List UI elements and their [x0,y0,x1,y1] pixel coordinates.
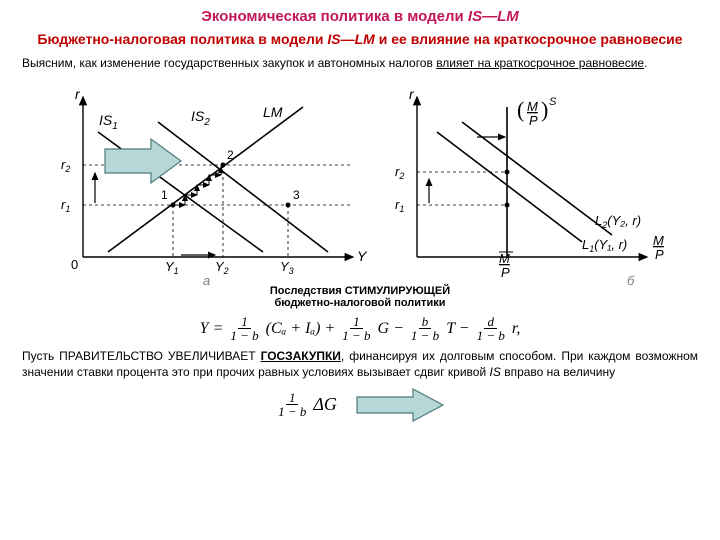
r2s: 2 [64,164,70,174]
mbar-den: P [501,265,510,280]
dd: 1 − b [275,405,309,418]
f1n: 1 [238,315,251,329]
p2-u: ГОСЗАКУПКИ [261,349,341,363]
svg-text:r2: r2 [395,164,404,181]
mp-den: P [655,247,664,262]
is1-sub: 1 [112,121,118,132]
title-model: IS—LM [468,8,519,25]
figure-caption: Последствия СТИМУЛИРУЮЩЕЙ бюджетно-налог… [22,285,698,309]
p1-u: влияет на краткосрочное равновесие [436,56,644,70]
mps-sup: S [549,96,557,108]
svg-text:(: ( [517,97,524,122]
f1t: (Cₐ + Iₐ) + [266,320,336,338]
delta-row: 11 − b ΔG [22,387,698,423]
f1d: 1 − b [227,329,261,342]
dt: ΔG [313,394,337,415]
big-arrow-icon [355,387,445,423]
y3s: 3 [289,266,294,276]
is2-label: IS [191,108,205,124]
svg-text:IS2: IS2 [191,108,210,128]
subtitle: Бюджетно-налоговая политика в модели IS—… [22,31,698,47]
svg-text:L1(Y₁, r): L1(Y₁, r) [582,237,627,254]
svg-text:r2: r2 [61,157,70,174]
pt2: 2 [227,148,234,162]
svg-text:r1: r1 [395,197,404,214]
y2s: 2 [223,266,229,276]
L2l: L [595,213,602,228]
panel-b: б [627,273,635,287]
axis-r: r [75,86,81,102]
lm-label: LM [263,104,283,120]
subtitle-model: IS—LM [327,31,374,47]
p2-c: вправо на величину [501,365,615,379]
origin-0: 0 [71,257,78,272]
p2-is: IS [490,365,501,379]
dn: 1 [286,391,299,405]
svg-text:L2(Y₂, r): L2(Y₂, r) [595,213,641,230]
f2d: 1 − b [339,329,373,342]
title-main: Экономическая политика в модели IS—LM [22,8,698,25]
f2t: G − [378,320,404,338]
axis-Y: Y [357,248,368,264]
rr1s: 1 [399,204,404,214]
p2-a: Пусть ПРАВИТЕЛЬСТВО УВЕЛИЧИВАЕТ [22,349,261,363]
paragraph-2: Пусть ПРАВИТЕЛЬСТВО УВЕЛИЧИВАЕТ ГОСЗАКУП… [22,348,698,380]
svg-text:IS1: IS1 [99,112,118,132]
cap-b: бюджетно-налоговой политики [275,297,446,309]
svg-text:Y1: Y1 [165,259,179,276]
L1a: (Y₁, r) [594,237,627,252]
left-chart: r Y 0 IS1 IS2 LM r1 r2 Y1 Y2 Y3 1 2 3 [43,77,373,287]
L1l: L [582,237,589,252]
title-text: Экономическая политика в модели [201,8,468,25]
f3n: b [419,315,432,329]
figure-row: r Y 0 IS1 IS2 LM r1 r2 Y1 Y2 Y3 1 2 3 [22,77,698,287]
mps-den: P [529,113,538,128]
subtitle-b: и ее влияние на краткосрочное равновесие [375,31,683,47]
svg-text:Y2: Y2 [215,259,229,276]
cap-a: Последствия СТИМУЛИРУЮЩЕЙ [270,285,450,297]
f3t: T − [446,320,469,338]
svg-text:r1: r1 [61,197,70,214]
is2-sub: 2 [203,117,210,128]
f2n: 1 [350,315,363,329]
f4d: 1 − b [474,329,508,342]
subtitle-a: Бюджетно-налоговая политика в модели [37,31,327,47]
svg-text:Y3: Y3 [280,259,294,276]
paragraph-1: Выясним, как изменение государственных з… [22,55,698,71]
pt1: 1 [161,188,168,202]
svg-text:): ) [541,97,548,122]
right-chart: r M P ( M P ) S r1 r2 L1(Y₁, r) L2(Y₂, r… [377,77,677,287]
p1-c: . [644,56,647,70]
pt3: 3 [293,188,300,202]
mbar-num: M [499,251,510,266]
p1-a: Выясним, как изменение государственных з… [22,56,436,70]
mps-num: M [527,99,538,114]
rr2s: 2 [398,171,404,181]
f-lhs: Y = [200,320,224,338]
mp-num: M [653,233,664,248]
main-formula: Y = 11 − b (Cₐ + Iₐ) + 11 − b G − b1 − b… [22,315,698,342]
L2a: (Y₂, r) [607,213,641,228]
panel-a: а [203,273,210,287]
y1s: 1 [174,266,179,276]
f3d: 1 − b [408,329,442,342]
r1s: 1 [65,204,70,214]
f4n: d [484,315,497,329]
axis-r-right: r [409,86,415,102]
f4t: r, [512,320,520,338]
is1-label: IS [99,112,113,128]
